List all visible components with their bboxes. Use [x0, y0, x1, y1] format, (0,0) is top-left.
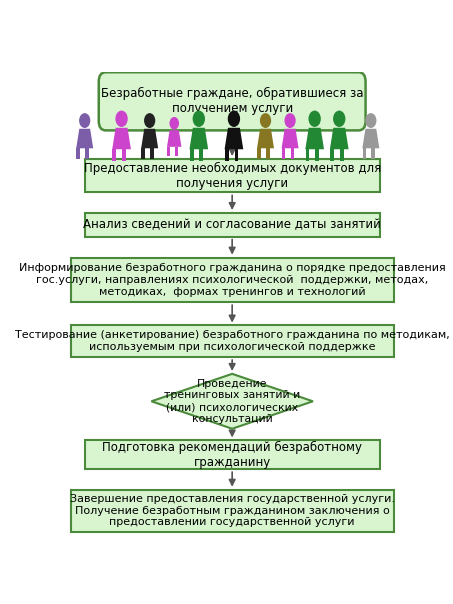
- FancyBboxPatch shape: [190, 149, 193, 161]
- FancyBboxPatch shape: [85, 149, 89, 158]
- FancyBboxPatch shape: [85, 159, 380, 193]
- Circle shape: [144, 113, 155, 128]
- Text: Проведение
тренинговых занятий и
(или) психологических
консультаций: Проведение тренинговых занятий и (или) п…: [164, 379, 300, 423]
- Polygon shape: [112, 128, 131, 149]
- Polygon shape: [167, 130, 182, 147]
- Text: Предоставление необходимых документов для
получения услуги: Предоставление необходимых документов дл…: [83, 162, 381, 190]
- Polygon shape: [76, 129, 93, 149]
- FancyBboxPatch shape: [85, 440, 380, 469]
- FancyBboxPatch shape: [340, 149, 344, 161]
- Circle shape: [193, 111, 205, 127]
- Circle shape: [308, 111, 321, 127]
- FancyBboxPatch shape: [141, 149, 145, 158]
- FancyBboxPatch shape: [85, 213, 380, 237]
- FancyBboxPatch shape: [122, 149, 126, 161]
- FancyBboxPatch shape: [77, 149, 80, 158]
- FancyBboxPatch shape: [235, 149, 238, 161]
- Polygon shape: [141, 129, 158, 149]
- Polygon shape: [330, 128, 349, 149]
- FancyBboxPatch shape: [306, 149, 309, 161]
- Text: Безработные граждане, обратившиеся за
получением услуги: Безработные граждане, обратившиеся за по…: [101, 87, 363, 115]
- FancyBboxPatch shape: [315, 149, 319, 161]
- FancyBboxPatch shape: [282, 149, 285, 158]
- FancyBboxPatch shape: [362, 149, 366, 158]
- Circle shape: [284, 113, 296, 128]
- Polygon shape: [189, 128, 208, 149]
- FancyBboxPatch shape: [71, 326, 394, 357]
- Text: Тестирование (анкетирование) безработного гражданина по методикам,
используемым : Тестирование (анкетирование) безработног…: [15, 330, 449, 352]
- FancyBboxPatch shape: [99, 72, 366, 130]
- Text: Анализ сведений и согласование даты занятий: Анализ сведений и согласование даты заня…: [83, 219, 381, 231]
- Circle shape: [228, 111, 240, 127]
- Circle shape: [116, 111, 128, 127]
- Circle shape: [365, 113, 376, 128]
- FancyBboxPatch shape: [167, 147, 170, 155]
- FancyBboxPatch shape: [112, 149, 116, 161]
- Circle shape: [260, 113, 271, 128]
- FancyBboxPatch shape: [330, 149, 334, 161]
- Circle shape: [333, 111, 346, 127]
- FancyBboxPatch shape: [71, 258, 394, 302]
- FancyBboxPatch shape: [371, 149, 375, 158]
- Circle shape: [79, 113, 90, 128]
- FancyBboxPatch shape: [266, 149, 270, 158]
- Text: Завершение предоставления государственной услуги.
Получение безработным граждани: Завершение предоставления государственно…: [70, 494, 395, 527]
- Polygon shape: [282, 129, 299, 149]
- FancyBboxPatch shape: [257, 149, 261, 158]
- FancyBboxPatch shape: [71, 490, 394, 532]
- Polygon shape: [225, 128, 243, 149]
- FancyBboxPatch shape: [175, 147, 178, 155]
- Polygon shape: [362, 129, 379, 149]
- Polygon shape: [305, 128, 324, 149]
- Circle shape: [169, 117, 179, 130]
- Polygon shape: [257, 129, 274, 149]
- Polygon shape: [151, 374, 313, 429]
- FancyBboxPatch shape: [225, 149, 229, 161]
- FancyBboxPatch shape: [291, 149, 294, 158]
- FancyBboxPatch shape: [150, 149, 154, 158]
- FancyBboxPatch shape: [199, 149, 203, 161]
- Text: Информирование безработного гражданина о порядке предоставления
гос.услуги, напр: Информирование безработного гражданина о…: [19, 263, 446, 297]
- Text: Подготовка рекомендаций безработному
гражданину: Подготовка рекомендаций безработному гра…: [102, 441, 362, 469]
